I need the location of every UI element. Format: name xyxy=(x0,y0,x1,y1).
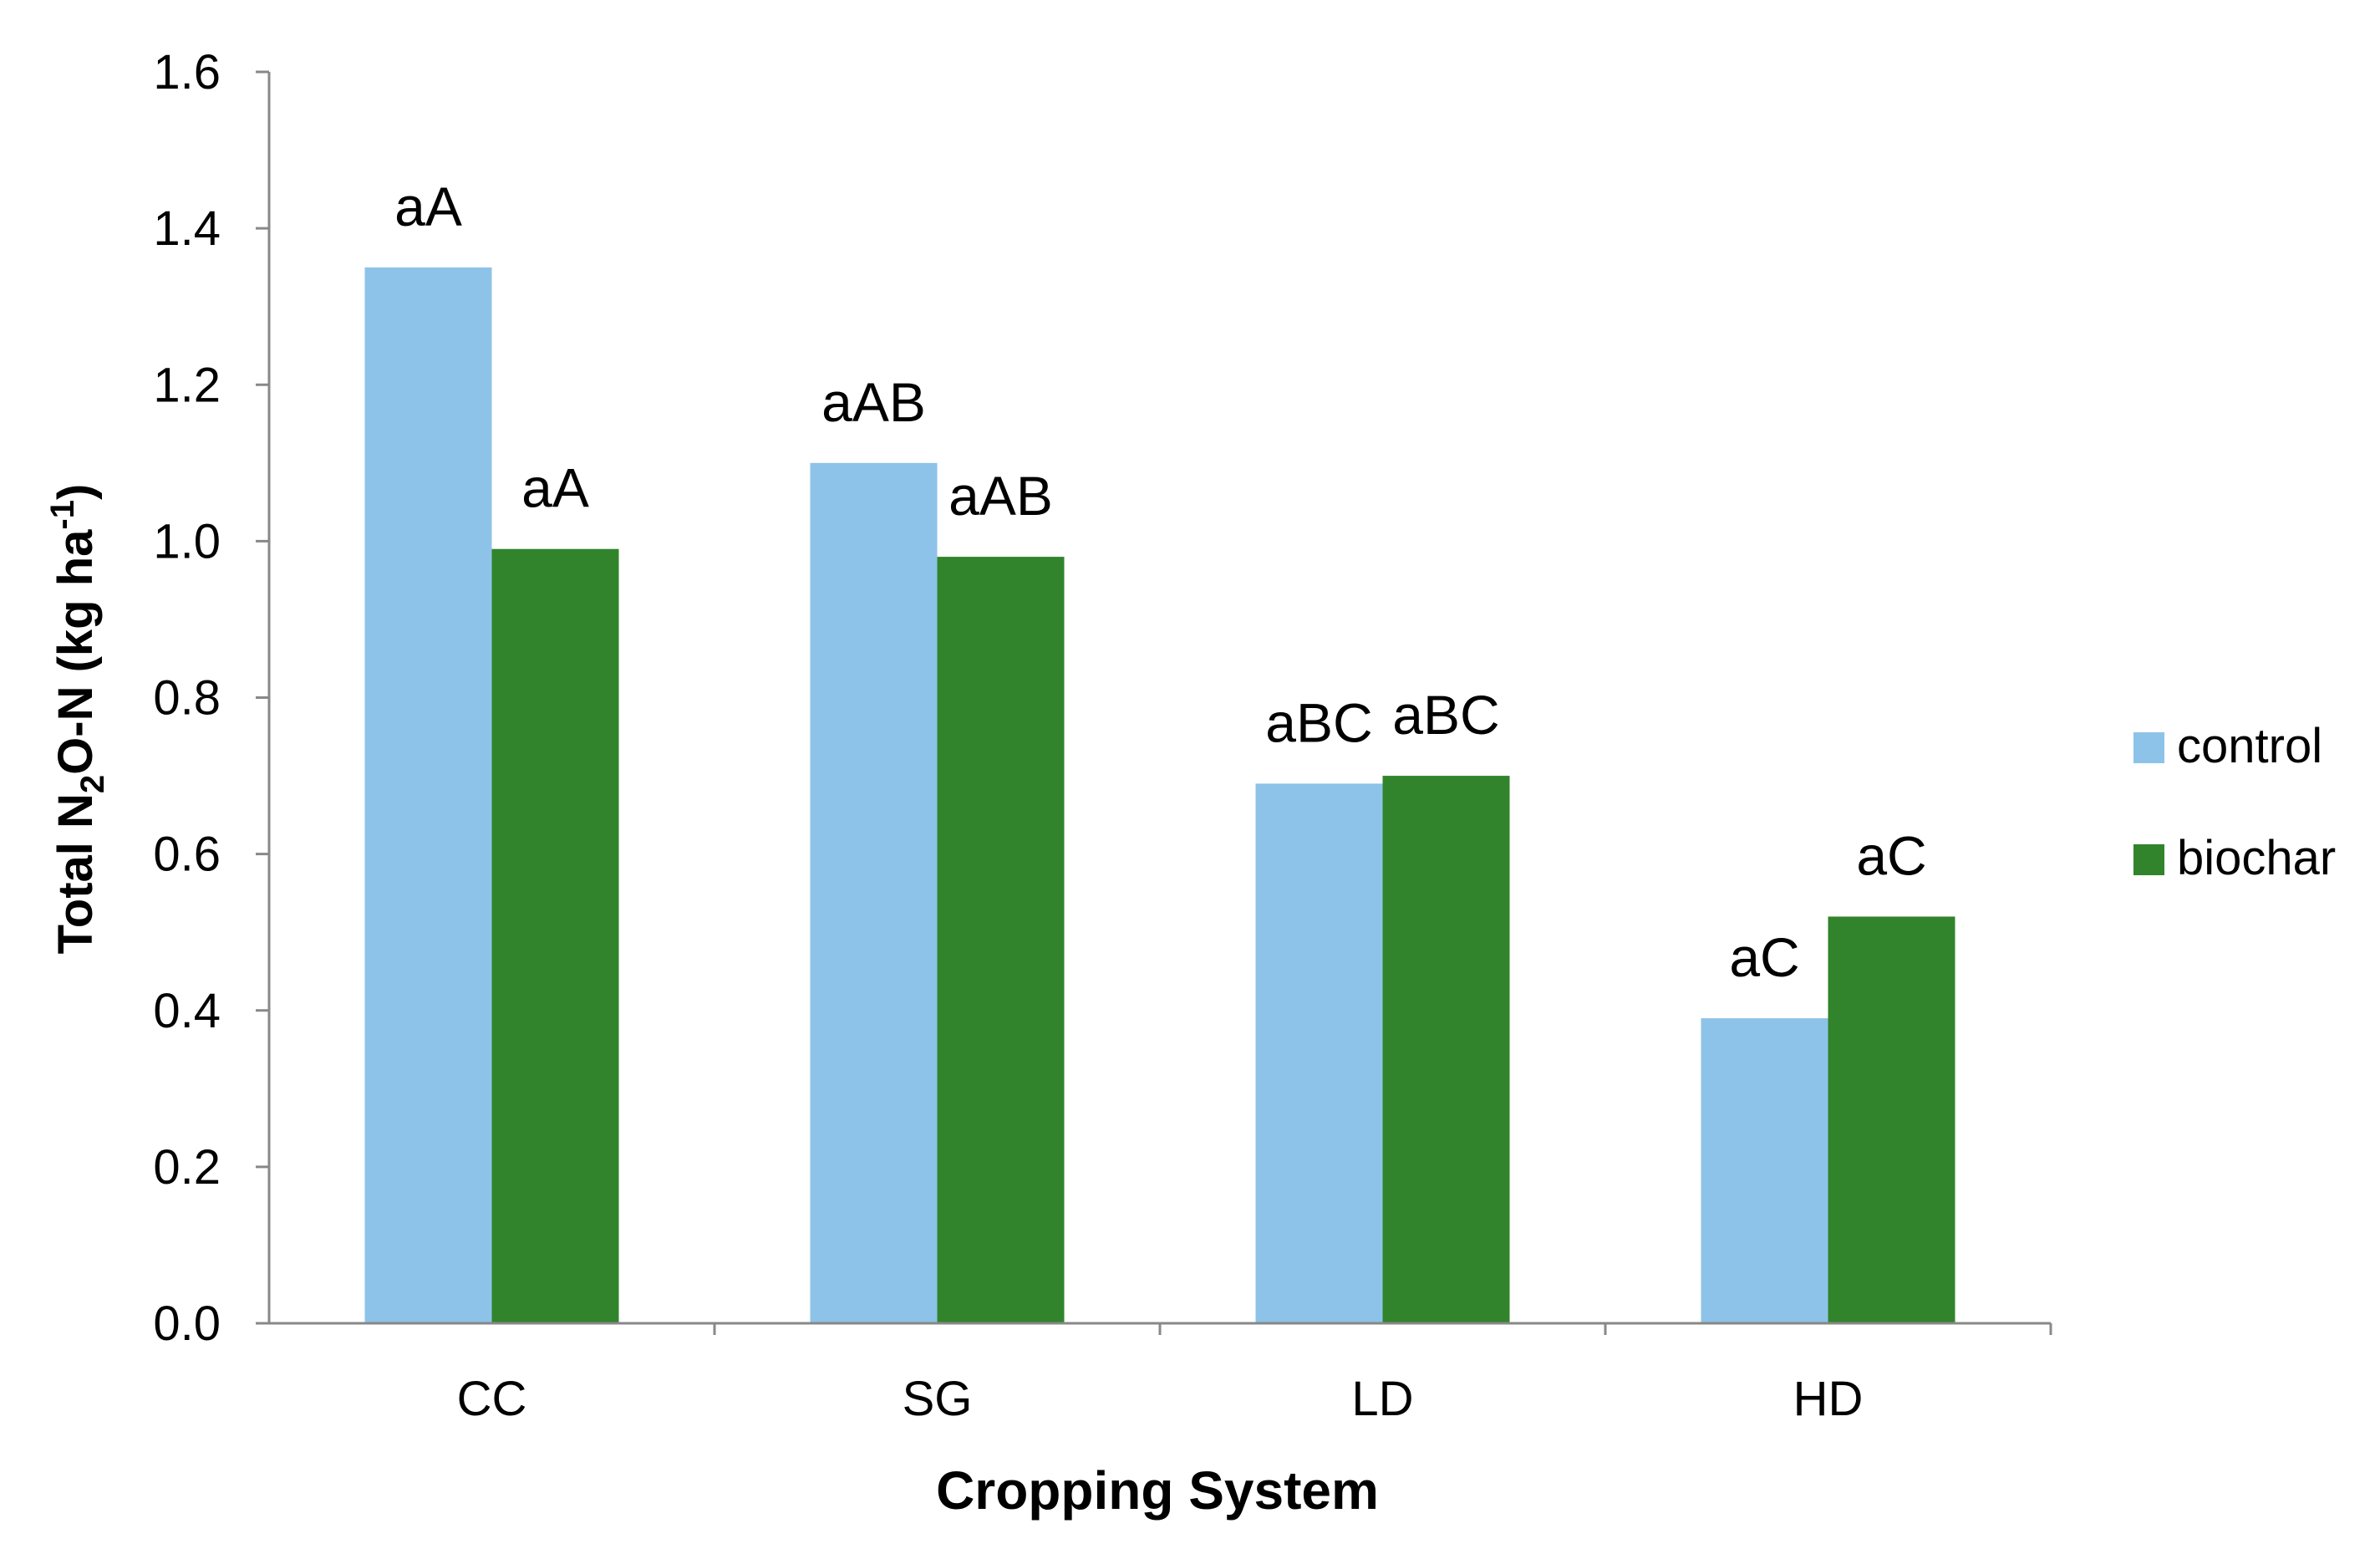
bar-annotation-biochar-hd: aC xyxy=(1856,824,1926,886)
y-axis-label-suffix: ) xyxy=(48,484,103,500)
bar-control-sg xyxy=(810,462,938,1323)
y-tick-label: 1.4 xyxy=(153,201,221,256)
bar-biochar-hd xyxy=(1828,916,1955,1323)
bar-biochar-cc xyxy=(491,548,619,1323)
bar-annotation-biochar-ld: aBC xyxy=(1392,684,1499,746)
bar-control-hd xyxy=(1701,1018,1828,1323)
legend-label-biochar: biochar xyxy=(2177,831,2336,885)
y-tick-label: 0.0 xyxy=(153,1297,221,1351)
y-tick-label: 0.6 xyxy=(153,828,221,882)
bar-control-cc xyxy=(364,267,492,1323)
bar-control-ld xyxy=(1255,783,1383,1323)
x-axis-ticks: CC SG LD HD xyxy=(457,1323,2052,1426)
bar-annotation-biochar-cc: aA xyxy=(521,457,589,519)
y-axis-label-middle: O-N (kg ha xyxy=(48,529,103,775)
x-axis-label: Cropping System xyxy=(936,1460,1379,1521)
y-tick-label: 1.0 xyxy=(153,514,221,568)
bar-biochar-ld xyxy=(1382,776,1510,1323)
bar-annotation-control-sg: aAB xyxy=(821,371,926,433)
legend: control biochar xyxy=(2133,719,2336,885)
y-axis-label: Total N2O-N (kg ha-1) xyxy=(44,484,111,955)
y-axis-label-subscript: 2 xyxy=(74,775,111,793)
y-tick-label: 0.8 xyxy=(153,671,221,726)
y-axis-label-superscript: -1 xyxy=(44,500,81,530)
bar-biochar-sg xyxy=(937,557,1065,1323)
y-tick-label: 1.6 xyxy=(153,45,221,99)
x-tick-label-sg: SG xyxy=(903,1372,973,1426)
legend-label-control: control xyxy=(2177,719,2322,773)
y-axis-ticks: 0.0 0.2 0.4 0.6 0.8 1.0 1.2 1.4 1.6 xyxy=(153,45,269,1351)
bars xyxy=(364,267,1955,1323)
y-axis-label-prefix: Total N xyxy=(48,793,103,954)
x-tick-label-ld: LD xyxy=(1351,1372,1413,1426)
legend-swatch-biochar xyxy=(2133,844,2164,875)
x-tick-label-hd: HD xyxy=(1793,1372,1864,1426)
legend-swatch-control xyxy=(2133,732,2164,763)
x-tick-label-cc: CC xyxy=(457,1372,527,1426)
y-tick-label: 1.2 xyxy=(153,358,221,412)
bar-annotation-control-hd: aC xyxy=(1729,926,1799,988)
y-tick-label: 0.2 xyxy=(153,1140,221,1195)
bar-annotations: aA aA aAB aAB aBC aBC aC aC xyxy=(394,176,1927,988)
y-tick-label: 0.4 xyxy=(153,984,221,1038)
bar-annotation-biochar-sg: aAB xyxy=(948,465,1053,527)
bar-annotation-control-ld: aBC xyxy=(1265,691,1372,753)
bar-annotation-control-cc: aA xyxy=(394,176,462,237)
